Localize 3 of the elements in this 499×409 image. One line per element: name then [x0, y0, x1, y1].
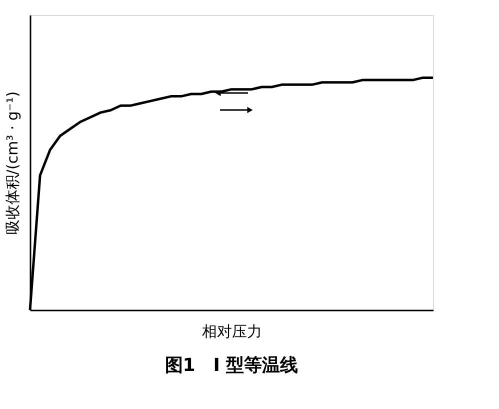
x-axis-title: 相对压力 — [202, 322, 262, 340]
text: 图1 I 型等温线 — [164, 355, 298, 376]
y-axis-title: 吸收体积/(cm³ · g⁻¹) — [4, 91, 22, 235]
